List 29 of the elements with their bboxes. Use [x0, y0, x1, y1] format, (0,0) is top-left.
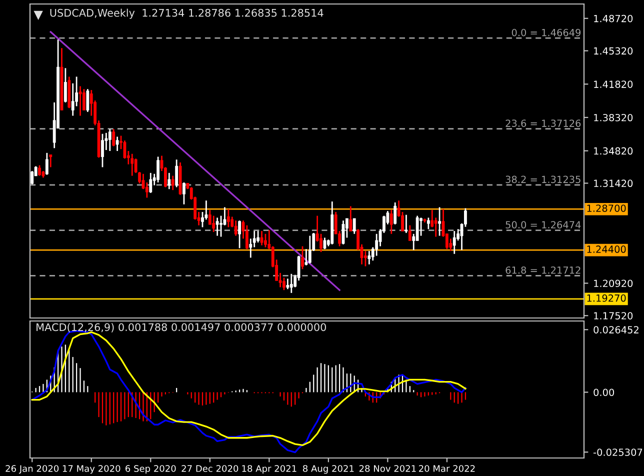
- y-tick-label: 1.45320: [594, 47, 633, 55]
- y-tick-label: 0.026452: [594, 326, 638, 334]
- ref-line-label: 0.0 = 1.46649: [512, 28, 581, 36]
- y-tick-label: 1.38320: [594, 114, 633, 122]
- y-tick-label: 1.20920: [594, 280, 633, 288]
- y-tick-label: 1.41820: [594, 80, 633, 88]
- x-tick-label: 26 Jan 2020: [6, 465, 59, 474]
- chart-title: USDCAD,Weekly 1.27134 1.28786 1.26835 1.28514: [50, 8, 324, 19]
- y-tick-label: 1.31420: [594, 180, 633, 188]
- ref-line-label: 61.8 = 1.21712: [506, 266, 580, 274]
- y-tick-label: 1.48720: [594, 14, 633, 22]
- x-tick-label: 8 Aug 2021: [303, 465, 354, 474]
- y-tick-label: 1.17520: [594, 312, 633, 320]
- ref-line-label: 1.24400: [587, 246, 626, 253]
- ref-line-label: 38.2 = 1.31235: [506, 176, 580, 184]
- x-tick-label: 17 May 2020: [62, 465, 120, 474]
- ref-line-label: 23.6 = 1.37126: [506, 120, 581, 127]
- y-tick-label: -0.025307: [594, 448, 642, 456]
- y-tick-label: 1.34820: [594, 147, 633, 155]
- chart-title: MACD(12,26,9) 0.001788 0.001497 0.000377 0.000000: [36, 323, 326, 332]
- x-tick-label: 6 Sep 2020: [126, 465, 176, 474]
- ref-line-label: 50.0 = 1.26474: [506, 221, 581, 228]
- x-tick-label: 20 Mar 2022: [419, 465, 475, 472]
- ref-line-label: 1.28700: [587, 204, 626, 212]
- y-tick-label: 0.00: [594, 388, 614, 396]
- x-tick-label: 18 Apr 2021: [242, 465, 296, 474]
- x-tick-label: 28 Nov 2021: [359, 465, 416, 472]
- ref-line-label: 1.19270: [587, 294, 626, 302]
- x-tick-label: 27 Dec 2020: [182, 465, 238, 472]
